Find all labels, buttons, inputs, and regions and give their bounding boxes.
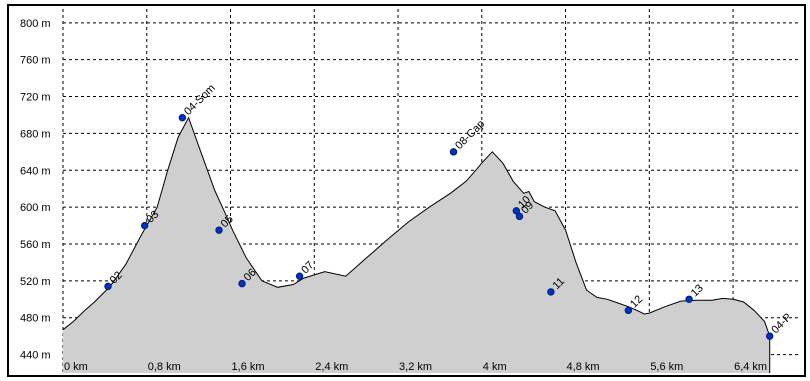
elevation-fill (63, 117, 770, 373)
x-tick-label: 4,8 km (567, 361, 600, 373)
elevation-area (62, 116, 771, 373)
waypoint-marker (178, 114, 187, 122)
x-tick-label: 0 km (64, 361, 88, 373)
x-tick-label: 1,6 km (232, 361, 265, 373)
x-tick-label: 2,4 km (315, 361, 348, 373)
waypoint-label: 08-Cap (453, 118, 487, 152)
waypoint-marker (140, 221, 149, 230)
waypoint-marker (766, 332, 774, 340)
waypoint-marker (238, 279, 246, 288)
y-tick-label: 480 m (20, 313, 51, 325)
y-tick-label: 560 m (20, 239, 51, 251)
waypoint-marker (104, 282, 112, 291)
waypoint-marker (449, 148, 458, 156)
y-tick-label: 440 m (20, 350, 51, 362)
x-tick-label: 6,4 km (734, 361, 767, 373)
x-tick-label: 3,2 km (399, 361, 432, 373)
elevation-line (62, 116, 771, 337)
x-tick-label: 0,8 km (148, 361, 181, 373)
y-tick-label: 680 m (20, 128, 51, 140)
waypoint-marker (515, 212, 524, 221)
y-tick-label: 800 m (20, 18, 51, 30)
y-tick-label: 720 m (20, 92, 51, 104)
y-tick-label: 600 m (20, 202, 51, 214)
waypoint-label: 04-P (769, 311, 794, 336)
y-tick-label: 520 m (20, 276, 51, 288)
waypoint-marker (215, 226, 223, 234)
x-tick-label: 4 km (483, 361, 507, 373)
y-axis-ticks: 440 m 480 m 520 m 560 m 600 m 640 m 680 m 720 m… (20, 18, 51, 362)
waypoint-marker (624, 306, 633, 315)
waypoint-marker (547, 288, 555, 296)
waypoint-marker (685, 295, 693, 303)
y-tick-label: 640 m (20, 165, 51, 177)
waypoint-label: 04-Som (182, 82, 218, 118)
waypoint-marker (512, 207, 521, 215)
x-tick-label: 5,6 km (650, 361, 683, 373)
x-axis-ticks: 0 km 0,8 km 1,6 km 2,4 km 3,2 km 4 km 4,8 km 5,… (64, 361, 767, 373)
waypoint-marker (295, 272, 304, 280)
y-tick-label: 760 m (20, 55, 51, 67)
